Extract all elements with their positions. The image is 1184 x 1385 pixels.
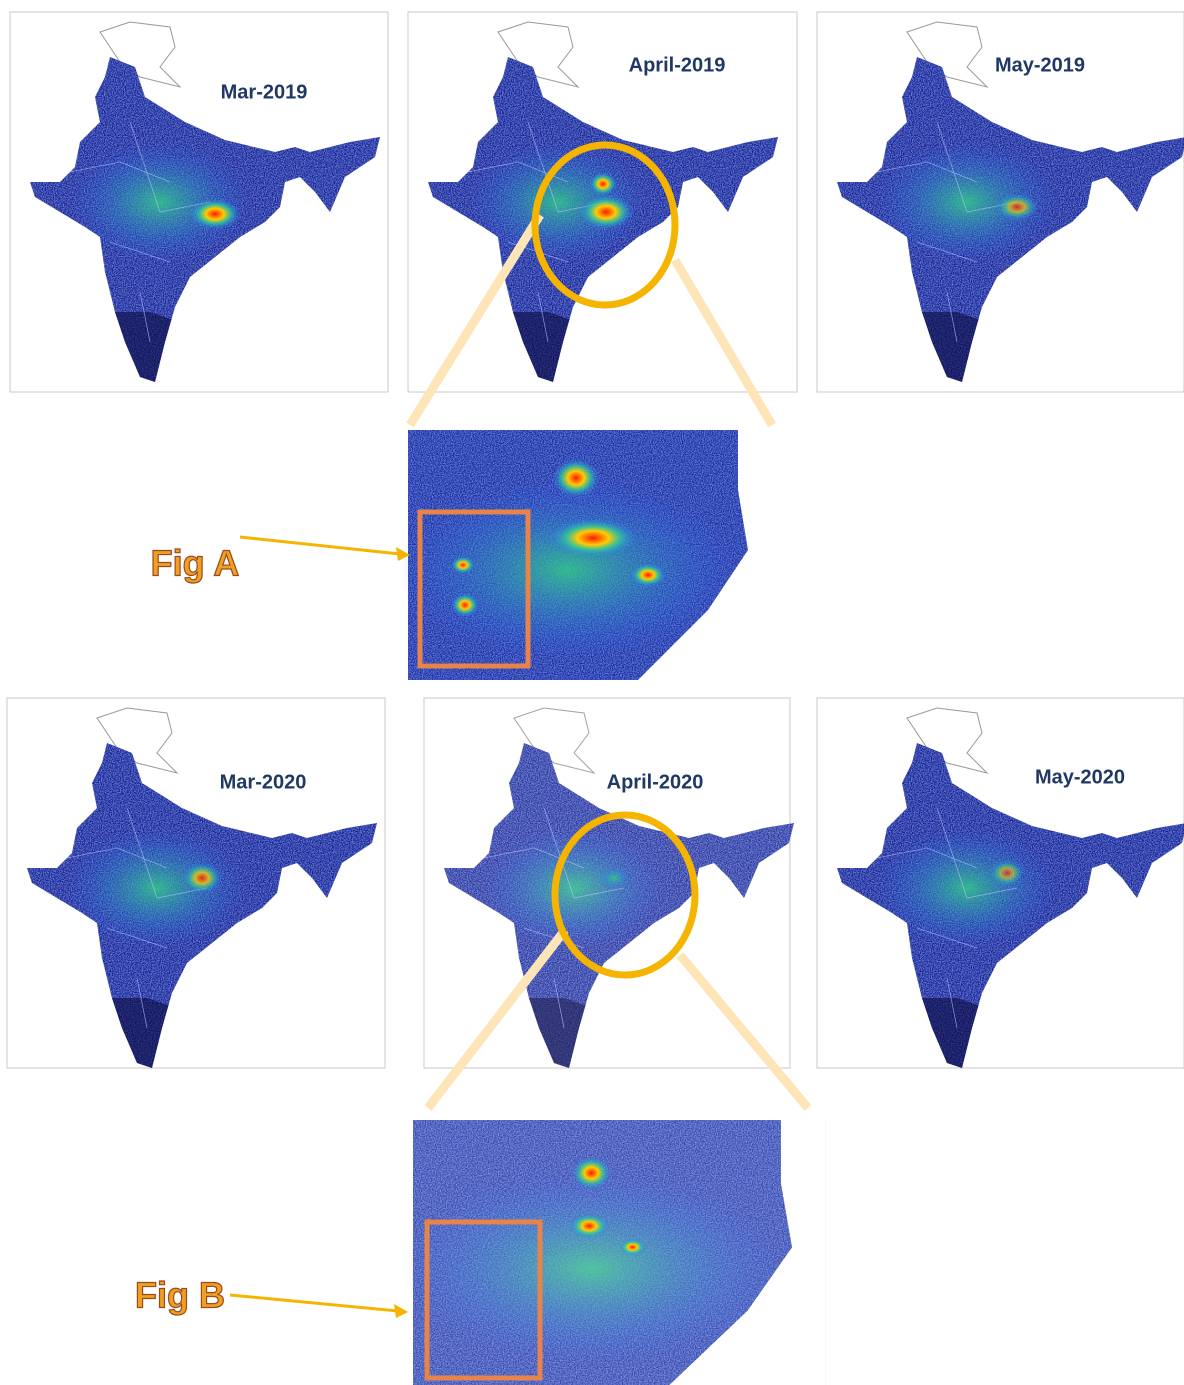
figure-label: Fig A bbox=[151, 543, 240, 584]
hotspot bbox=[995, 193, 1039, 221]
figure: Mar-2019 April-2019 May-2019 Fig A Mar-2… bbox=[0, 0, 1184, 1385]
arrow bbox=[230, 1295, 398, 1311]
hotspot bbox=[451, 593, 479, 617]
map-panel: Mar-2019 bbox=[10, 12, 388, 392]
panel-label: Mar-2019 bbox=[221, 81, 308, 103]
figure-label: Fig B bbox=[135, 1275, 225, 1316]
hotspot bbox=[451, 556, 475, 574]
hotspot bbox=[989, 859, 1025, 887]
hotspot bbox=[569, 1213, 609, 1238]
arrow-head bbox=[394, 1304, 408, 1318]
map-panel: April-2020 bbox=[424, 698, 794, 1068]
panel-label: May-2020 bbox=[1035, 766, 1125, 788]
hotspot bbox=[589, 172, 617, 196]
panel-label: April-2019 bbox=[629, 54, 726, 76]
panel-label: May-2019 bbox=[995, 54, 1085, 76]
panel-label: April-2020 bbox=[607, 771, 704, 793]
hotspot bbox=[630, 563, 666, 587]
hotspot bbox=[571, 1156, 611, 1190]
hotspot bbox=[548, 518, 638, 558]
hotspot bbox=[182, 862, 222, 894]
panel-label: Mar-2020 bbox=[220, 771, 307, 793]
map-panel: Mar-2020 bbox=[7, 698, 385, 1068]
zoom-map bbox=[402, 1120, 826, 1385]
hotspot bbox=[598, 866, 630, 890]
zoom-panel bbox=[402, 1120, 826, 1385]
hotspot bbox=[552, 458, 600, 498]
hotspot bbox=[189, 198, 241, 230]
zoom-panel bbox=[398, 430, 778, 680]
map-panel: May-2019 bbox=[817, 12, 1184, 392]
arrow bbox=[240, 537, 400, 554]
map-panel: May-2020 bbox=[817, 698, 1184, 1068]
hotspot bbox=[619, 1239, 646, 1256]
hotspot bbox=[578, 194, 634, 230]
